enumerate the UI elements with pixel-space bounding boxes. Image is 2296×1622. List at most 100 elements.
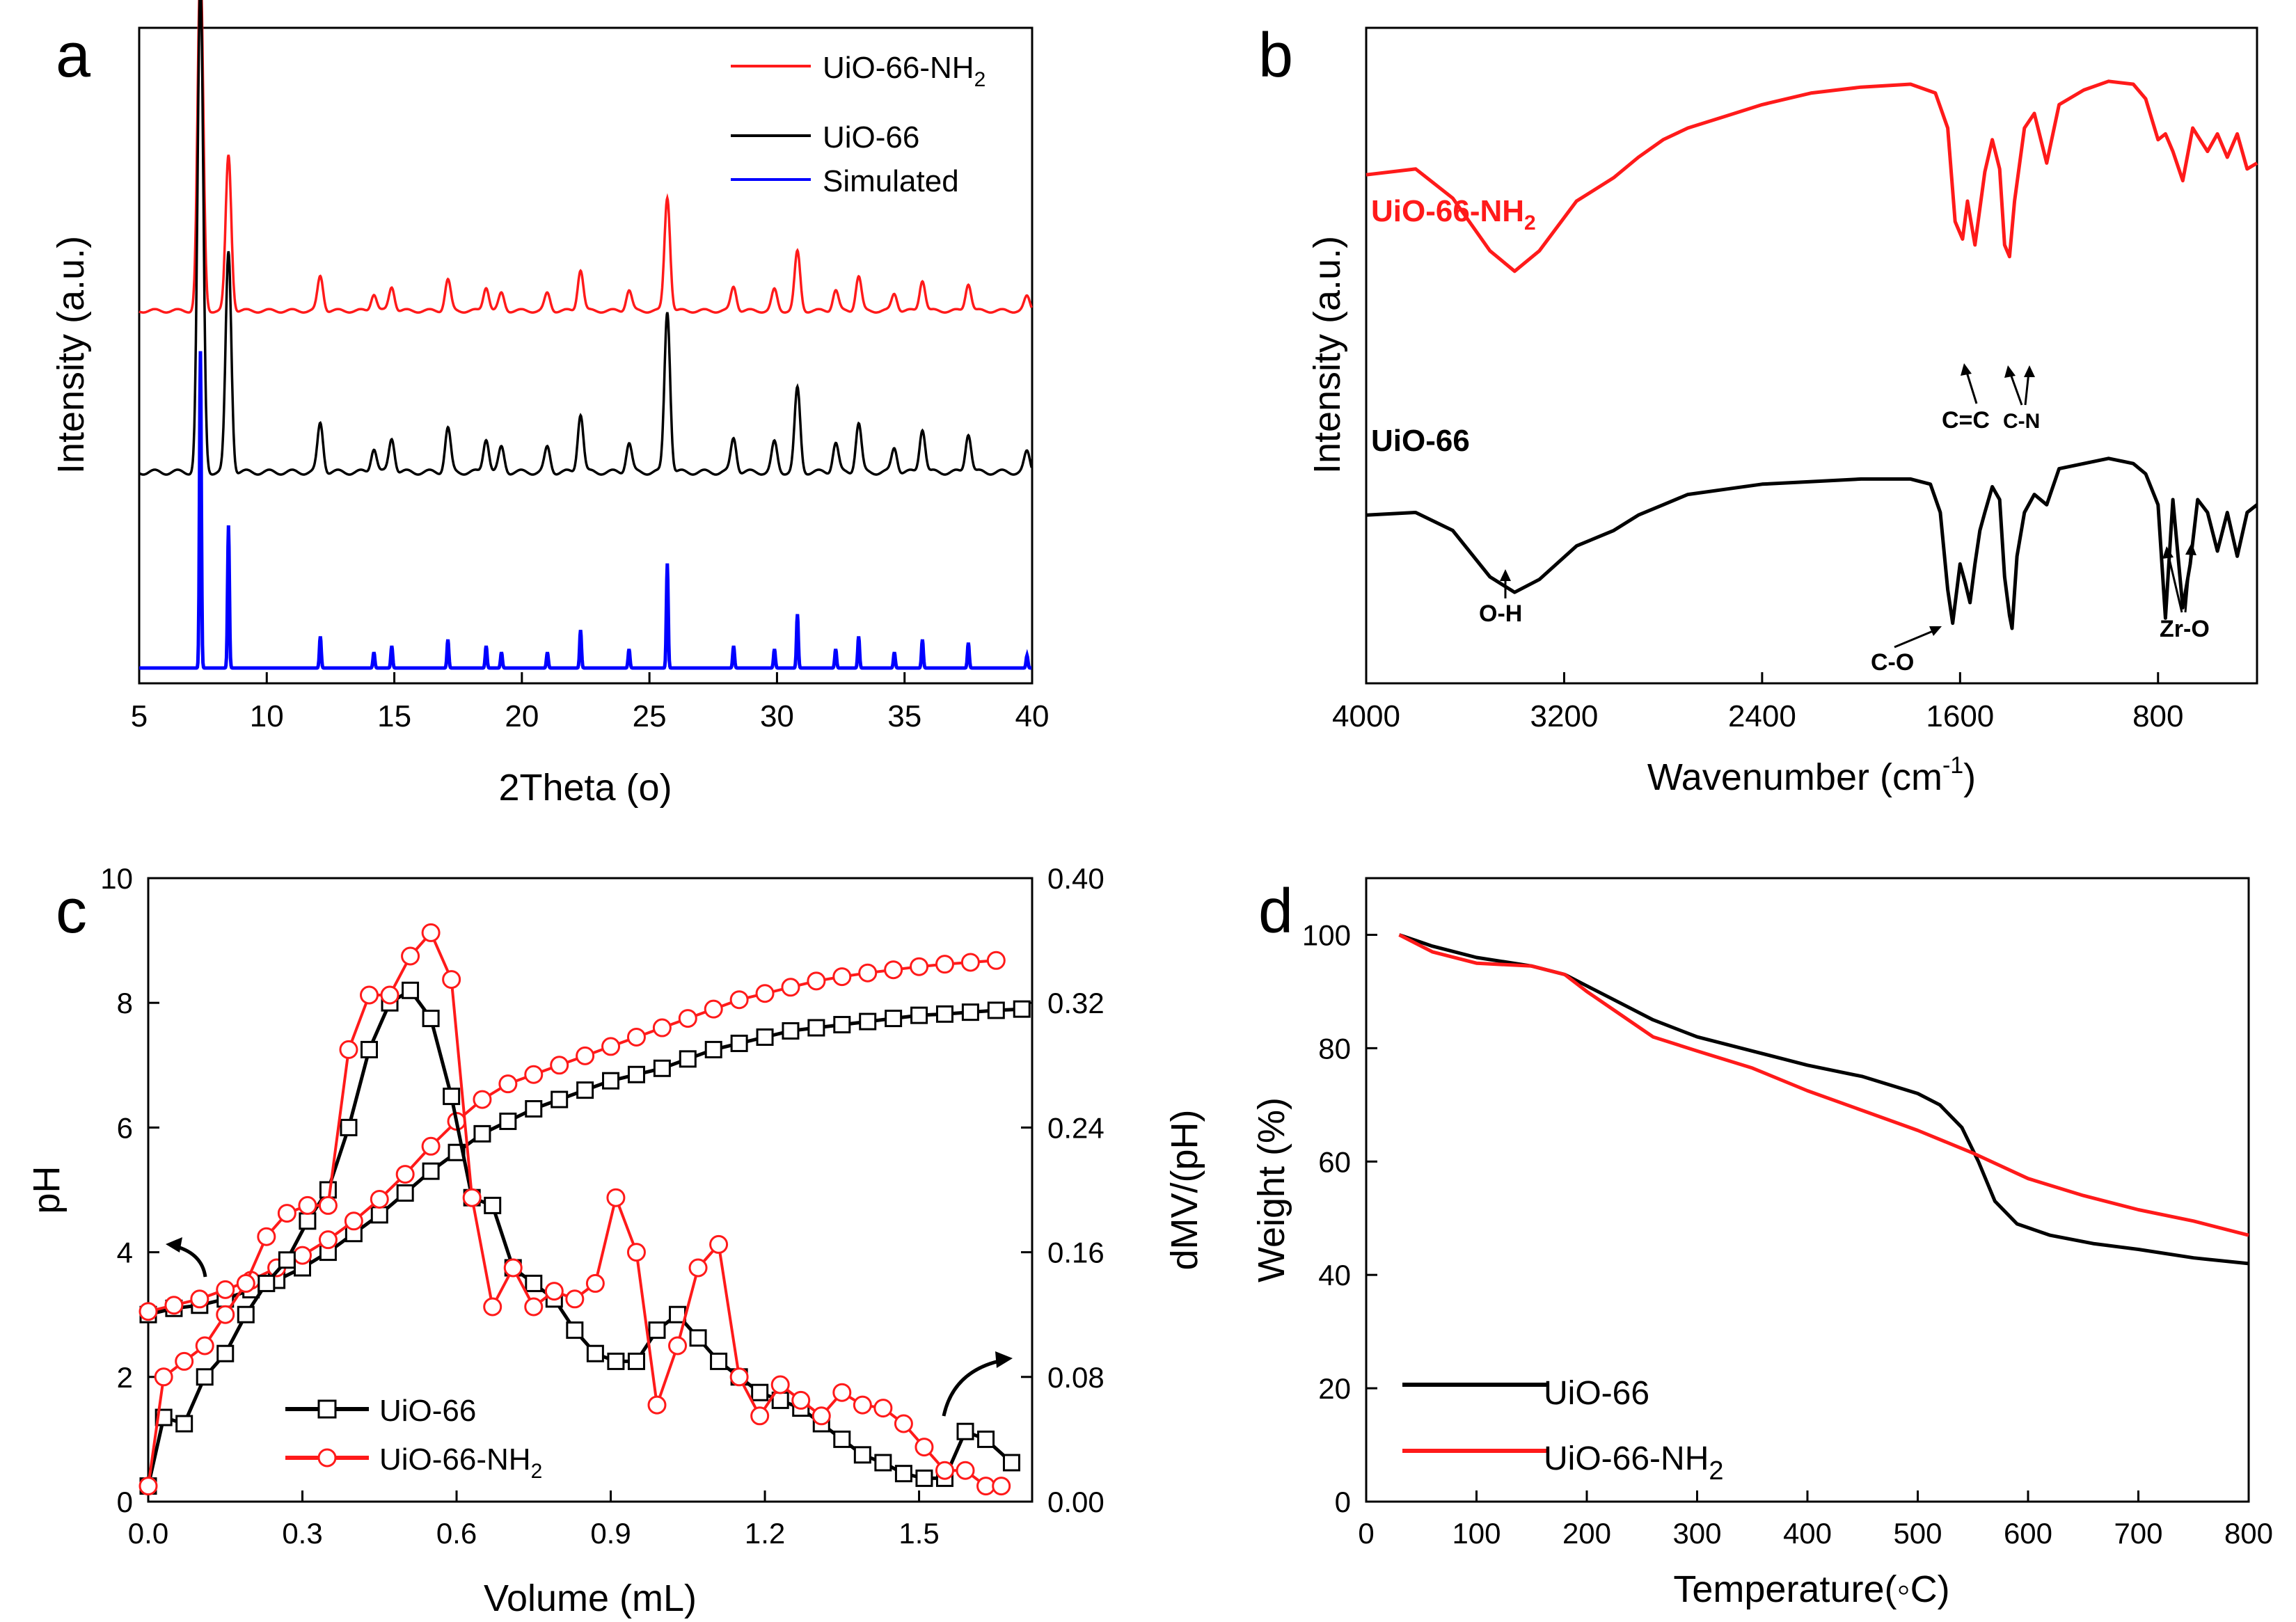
x-tick-label-0: 0: [1358, 1517, 1374, 1550]
point-uio-66-nh2-dmv-ph--31: [770, 1375, 790, 1394]
legend-label-simulated: Simulated: [823, 164, 959, 198]
panel-c-ylabel-right: dMV/(pH): [1164, 1109, 1205, 1270]
panel-b-ftir: 4000 3200 2400 1600 800 Wavenumber (cm-1) In…: [1306, 26, 2258, 798]
point-uio-66-nh2-ph-14: [498, 1074, 518, 1094]
point-uio-66-nh2-dmv-ph--26: [668, 1336, 688, 1355]
point-uio-66-dmv-ph--42: [1002, 1454, 1020, 1472]
point-uio-66-ph-19: [627, 1065, 645, 1083]
annotation-cc: C=C: [1942, 407, 1990, 434]
panel-d-xlabel: Temperature(◦C): [1673, 1568, 1949, 1610]
panel-b-ylabel: Intensity (a.u.): [1306, 236, 1348, 474]
panel-c-titration: 0.0 0.3 0.6 0.9 1.2 1.5 0 2 4 6 8 10 0.00 0.08 0.16 0.2…: [26, 862, 1205, 1619]
point-uio-66-dmv-ph--24: [627, 1352, 645, 1370]
point-uio-66-nh2-dmv-ph--10: [339, 1040, 358, 1059]
point-uio-66-ph-14: [499, 1112, 517, 1130]
y-tick-label-0: 0: [1335, 1486, 1351, 1518]
point-uio-66-ph-9: [370, 1206, 388, 1224]
y-tick-label-2: 2: [117, 1361, 133, 1394]
series-uio-66: [1365, 456, 2258, 630]
point-uio-66-nh2-ph-11: [421, 1136, 441, 1156]
point-uio-66-nh2-dmv-ph--32: [791, 1390, 811, 1410]
point-uio-66-dmv-ph--34: [833, 1430, 851, 1448]
point-uio-66-dmv-ph--6: [258, 1274, 276, 1292]
x-tick-label-10: 10: [250, 699, 284, 733]
x-tick-label-400: 400: [1783, 1517, 1832, 1550]
point-uio-66-dmv-ph--28: [710, 1352, 728, 1370]
x-tick-label-35: 35: [887, 699, 921, 733]
point-uio-66-ph-30: [910, 1006, 928, 1024]
annotation-zro: Zr-O: [2160, 616, 2210, 642]
point-uio-66-nh2-dmv-ph--24: [626, 1243, 646, 1262]
x-tick-label-30: 30: [760, 699, 794, 733]
panel-label-d: d: [1258, 877, 1293, 946]
point-uio-66-ph-20: [653, 1059, 671, 1077]
point-uio-66-nh2-ph-31: [935, 955, 954, 974]
x-tick-label-20: 20: [505, 699, 539, 733]
point-uio-66-dmv-ph--21: [566, 1321, 584, 1339]
point-uio-66-nh2-dmv-ph--9: [318, 1195, 338, 1215]
legend-label-uio66: UiO-66: [1544, 1375, 1649, 1412]
point-uio-66-ph-31: [935, 1005, 953, 1023]
y-tick-label-0: 0: [117, 1486, 133, 1518]
x-tick-label-0.3: 0.3: [282, 1517, 322, 1550]
point-uio-66-nh2-dmv-ph--39: [935, 1461, 954, 1480]
point-uio-66-nh2-ph-27: [832, 967, 852, 987]
series-uio-66: [138, 0, 1033, 476]
point-uio-66-dmv-ph--37: [894, 1465, 912, 1483]
point-uio-66-nh2-ph-25: [781, 978, 800, 997]
y-tick-label-10: 10: [100, 862, 133, 895]
y-tick-label-4: 4: [117, 1237, 133, 1269]
point-uio-66-nh2-dmv-ph--34: [832, 1383, 852, 1402]
point-uio-66-nh2-dmv-ph--20: [544, 1282, 564, 1301]
point-uio-66-ph-15: [525, 1100, 543, 1118]
x-tick-label-0.9: 0.9: [590, 1517, 631, 1550]
point-uio-66-nh2-ph-28: [858, 963, 878, 983]
point-uio-66-nh2-ph-0: [138, 1302, 158, 1321]
x-tick-label-2400: 2400: [1728, 699, 1796, 733]
point-uio-66-dmv-ph--26: [669, 1305, 687, 1323]
y-tick-label-40: 40: [1318, 1259, 1351, 1291]
x-tick-label-4000: 4000: [1332, 699, 1400, 733]
y-right-tick-label-0.00: 0.00: [1047, 1486, 1105, 1518]
panel-a-xlabel: 2Theta (o): [498, 767, 672, 809]
point-uio-66-nh2-dmv-ph--5: [236, 1273, 255, 1293]
point-uio-66-ph-33: [987, 1001, 1005, 1019]
panel-label-b: b: [1258, 21, 1293, 90]
x-tick-label-0.0: 0.0: [128, 1517, 168, 1550]
x-tick-label-3200: 3200: [1530, 699, 1598, 733]
x-tick-label-15: 15: [377, 699, 411, 733]
point-uio-66-nh2-dmv-ph--3: [195, 1336, 214, 1355]
point-uio-66-dmv-ph--17: [484, 1196, 502, 1214]
x-tick-label-500: 500: [1893, 1517, 1942, 1550]
x-tick-label-5: 5: [131, 699, 148, 733]
legend-label-uio66nh2: UiO-66-NH2: [379, 1442, 542, 1483]
point-uio-66-nh2-ph-24: [755, 984, 775, 1003]
series-label-uio66: UiO-66: [1371, 424, 1470, 458]
point-uio-66-nh2-dmv-ph--13: [401, 946, 420, 966]
point-uio-66-nh2-dmv-ph--1: [154, 1367, 173, 1387]
y-tick-label-100: 100: [1302, 919, 1351, 951]
x-tick-label-600: 600: [2004, 1517, 2052, 1550]
point-uio-66-nh2-dmv-ph--8: [298, 1195, 317, 1215]
point-uio-66-nh2-ph-16: [550, 1056, 569, 1075]
point-uio-66-dmv-ph--15: [443, 1088, 461, 1106]
panel-a-legend: UiO-66-NH2 UiO-66 Simulated: [731, 51, 985, 198]
y-right-tick-label-0.16: 0.16: [1047, 1237, 1105, 1269]
legend-label-uio66: UiO-66: [379, 1394, 476, 1428]
panel-d-tga: 0 100 200 300 400 500 600 700 800 0 20 40 60 80 100 Te…: [1251, 877, 2273, 1610]
legend-label-uio66: UiO-66: [823, 120, 919, 154]
point-uio-66-nh2-dmv-ph--23: [606, 1188, 626, 1207]
point-uio-66-nh2-ph-23: [729, 990, 749, 1010]
annotation-co: C-O: [1871, 649, 1914, 676]
point-uio-66-nh2-dmv-ph--21: [565, 1289, 585, 1309]
point-uio-66-dmv-ph--35: [853, 1446, 871, 1464]
point-uio-66-ph-27: [833, 1016, 851, 1034]
point-uio-66-nh2-dmv-ph--18: [503, 1258, 523, 1278]
point-uio-66-ph-24: [756, 1028, 774, 1046]
point-uio-66-nh2-ph-13: [473, 1090, 492, 1109]
point-uio-66-nh2-dmv-ph--2: [175, 1351, 194, 1371]
point-uio-66-dmv-ph--22: [586, 1344, 604, 1362]
y-tick-label-20: 20: [1318, 1372, 1351, 1405]
panel-c-arrow-left: [166, 1237, 207, 1278]
